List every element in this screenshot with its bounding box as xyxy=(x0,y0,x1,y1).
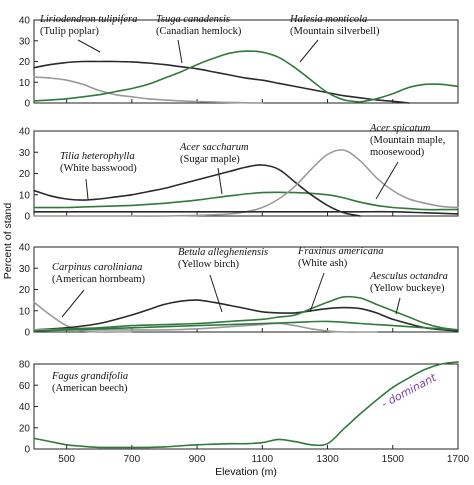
callout-line xyxy=(85,178,89,200)
series-line-carpinus-caroliniana xyxy=(33,301,133,333)
series-line-unlabeled-3 xyxy=(33,210,459,215)
annotation-latin: Acer spicatum xyxy=(369,123,431,134)
series-line-unlabeled-4 xyxy=(33,320,459,332)
callout-line xyxy=(309,272,325,313)
y-tick-label: 60 xyxy=(19,381,31,392)
annotation-carpinus-caroliniana: Carpinus caroliniana(American hornbeam) xyxy=(52,262,146,318)
callout-line xyxy=(177,39,183,64)
annotation-latin: Fagus grandifolia xyxy=(51,371,128,382)
annotation-latin: Betula allegheniensis xyxy=(178,247,268,258)
y-tick-label: 40 xyxy=(19,16,31,27)
y-tick-label: 40 xyxy=(19,402,31,413)
x-tick-label: 1300 xyxy=(316,454,339,465)
annotation-common: (White ash) xyxy=(298,258,348,269)
annotation-aesculus-octandra: Aesculus octandra(Yellow buckeye) xyxy=(369,271,448,315)
callout-line xyxy=(61,289,85,318)
panel-4: 0 20 40 60 80 xyxy=(19,360,459,456)
y-tick-label: 80 xyxy=(19,360,31,371)
annotation-tilia-heterophylla: Tilia heterophylla(White basswood) xyxy=(60,151,137,200)
y-tick-label: 20 xyxy=(19,57,31,68)
panel-3: 0 10 20 30 40 xyxy=(19,243,459,339)
x-tick-label: 1100 xyxy=(252,454,274,465)
series-line-halesia-monticola xyxy=(33,50,361,103)
annotation-acer-spicatum: Acer spicatum(Mountain maple,moosewood) xyxy=(369,123,445,200)
annotation-latin: Tsuga canadensis xyxy=(156,14,230,25)
y-tick-label: 30 xyxy=(19,148,31,159)
annotation-tsuga-canadensis: Tsuga canadensis(Canadian hemlock) xyxy=(156,14,242,64)
series-line-betula-allegheniensis xyxy=(33,299,459,332)
x-tick-label: 500 xyxy=(58,454,75,465)
annotation-common: (Canadian hemlock) xyxy=(156,26,242,37)
callout-line xyxy=(77,39,101,53)
annotation-latin: Acer saccharum xyxy=(179,142,249,153)
annotation-betula-allegheniensis: Betula allegheniensis(Yellow birch) xyxy=(178,247,268,313)
x-axis-ticks: 500 700 900 1100 1300 1500 1700 xyxy=(58,454,469,465)
annotation-latin: Halesia monticola xyxy=(289,14,367,25)
annotation-fraxinus-americana: Fraxinus americana(White ash) xyxy=(297,246,383,313)
annotation-latin: Aesculus octandra xyxy=(369,271,448,282)
panel-2: 0 10 20 30 40 xyxy=(19,127,459,223)
annotation-liriodendron-tulipifera: Liriodendron tulipifera(Tulip poplar) xyxy=(39,14,137,53)
series-line-acer-saccharum xyxy=(33,164,361,217)
annotation-common: (Mountain maple, xyxy=(370,135,445,146)
callout-line xyxy=(375,161,399,200)
series-line-unlabeled-3 xyxy=(359,83,459,103)
y-tick-label: 10 xyxy=(19,190,31,201)
y-axis-label: Percent of stand xyxy=(2,203,14,280)
annotation-acer-saccharum: Acer saccharum(Sugar maple) xyxy=(179,142,249,195)
callout-line xyxy=(299,39,319,63)
x-tick-label: 1500 xyxy=(382,454,405,465)
x-tick-label: 700 xyxy=(124,454,141,465)
y-tick-label: 20 xyxy=(19,423,31,434)
annotation-halesia-monticola: Halesia monticola(Mountain silverbell) xyxy=(289,14,380,63)
y-tick-label: 10 xyxy=(19,78,31,89)
species-annotations: Liriodendron tulipifera(Tulip poplar) Tsu… xyxy=(39,14,448,394)
series-line-aesculus-octandra xyxy=(33,322,378,333)
y-tick-label: 40 xyxy=(19,127,31,138)
y-tick-label: 0 xyxy=(24,99,30,110)
y-tick-label: 0 xyxy=(24,328,30,339)
x-tick-label: 900 xyxy=(189,454,206,465)
y-tick-label: 0 xyxy=(24,445,30,456)
annotation-common: (Tulip poplar) xyxy=(40,26,99,37)
y-tick-label: 40 xyxy=(19,243,31,254)
annotation-common-2: moosewood) xyxy=(370,147,425,158)
annotation-common: (Yellow birch) xyxy=(178,259,240,270)
annotation-latin: Carpinus caroliniana xyxy=(52,262,142,273)
series-line-liriodendron-tulipifera xyxy=(33,76,264,104)
y-tick-label: 10 xyxy=(19,306,31,317)
y-tick-label: 30 xyxy=(19,264,31,275)
y-tick-label: 20 xyxy=(19,285,31,296)
y-tick-label: 30 xyxy=(19,36,31,47)
x-axis-label: Elevation (m) xyxy=(215,466,277,478)
annotation-latin: Fraxinus americana xyxy=(297,246,383,257)
callout-line xyxy=(209,274,223,313)
panels-group: 0 10 20 30 40 0 10 20 30 40 0 10 20 30 40 0 20 40 60 80 xyxy=(19,16,459,456)
annotation-latin: Liriodendron tulipifera xyxy=(39,14,137,25)
annotation-latin: Tilia heterophylla xyxy=(60,151,135,162)
y-tick-label: 0 xyxy=(24,212,30,223)
series-line-fraxinus-americana xyxy=(33,295,459,331)
annotation-common: (White basswood) xyxy=(60,163,137,174)
x-tick-label: 1700 xyxy=(447,454,470,465)
annotation-common: (American hornbeam) xyxy=(52,274,146,285)
annotation-fagus-grandifolia: Fagus grandifolia(American beech) xyxy=(51,371,128,394)
callout-line xyxy=(217,167,223,195)
callout-line xyxy=(395,297,401,315)
annotation-common: (Sugar maple) xyxy=(180,154,240,165)
y-tick-label: 20 xyxy=(19,169,31,180)
annotation-common: (Mountain silverbell) xyxy=(290,26,380,37)
panel-1: 0 10 20 30 40 xyxy=(19,16,459,110)
series-line-tilia-heterophylla xyxy=(33,191,459,211)
series-line-tsuga-canadensis xyxy=(33,60,410,104)
series-line-fagus-grandifolia xyxy=(33,361,459,449)
series-line-acer-spicatum xyxy=(33,149,459,217)
annotation-common: (Yellow buckeye) xyxy=(370,283,445,294)
annotation-common: (American beech) xyxy=(52,383,128,394)
